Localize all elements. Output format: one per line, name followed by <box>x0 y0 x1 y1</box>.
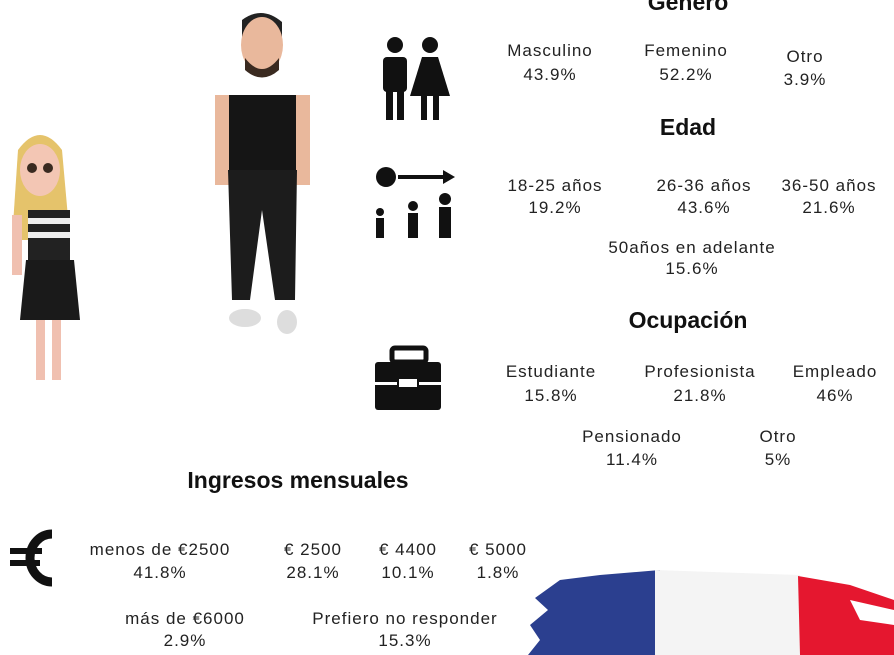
section-title: Ocupación <box>629 307 748 333</box>
label: Empleado <box>793 362 878 381</box>
label: menos de €2500 <box>90 540 231 559</box>
value: 43.6% <box>677 198 730 217</box>
label: Profesionista <box>644 362 755 381</box>
section-title: Ingresos mensuales <box>187 467 408 493</box>
euro-icon <box>10 529 53 587</box>
value: 46% <box>816 386 853 405</box>
value: 15.3% <box>378 631 431 650</box>
label: € 5000 <box>469 540 527 559</box>
label: € 2500 <box>284 540 342 559</box>
label: € 4400 <box>379 540 437 559</box>
value: 3.9% <box>784 70 827 89</box>
gender-icon <box>383 37 450 120</box>
value: 15.6% <box>665 259 718 278</box>
value: 28.1% <box>286 563 339 582</box>
age-icon <box>376 167 455 238</box>
value: 11.4% <box>606 450 658 469</box>
label: Estudiante <box>506 362 596 381</box>
value: 43.9% <box>523 65 576 84</box>
value: 15.8% <box>524 386 577 405</box>
label: Masculino <box>507 41 593 60</box>
value: 19.2% <box>528 198 581 217</box>
value: 41.8% <box>133 563 186 582</box>
value: 10.1% <box>381 563 434 582</box>
label: 50años en adelante <box>608 238 775 257</box>
value: 21.8% <box>673 386 726 405</box>
label: Otro <box>786 47 823 66</box>
value: 5% <box>765 450 792 469</box>
avatar-girl <box>12 135 80 380</box>
section-title: Edad <box>660 114 716 140</box>
section-title: Género <box>648 0 729 15</box>
value: 2.9% <box>164 631 207 650</box>
label: Pensionado <box>582 427 682 446</box>
value: 21.6% <box>802 198 855 217</box>
label: más de €6000 <box>125 609 245 628</box>
label: 18-25 años <box>507 176 602 195</box>
avatar-man <box>215 12 310 334</box>
label: 36-50 años <box>781 176 876 195</box>
label: Prefiero no responder <box>312 609 497 628</box>
label: Otro <box>759 427 796 446</box>
label: Femenino <box>644 41 728 60</box>
value: 52.2% <box>659 65 712 84</box>
label: 26-36 años <box>656 176 751 195</box>
french-flag <box>528 570 894 655</box>
briefcase-icon <box>375 345 441 410</box>
value: 1.8% <box>477 563 520 582</box>
